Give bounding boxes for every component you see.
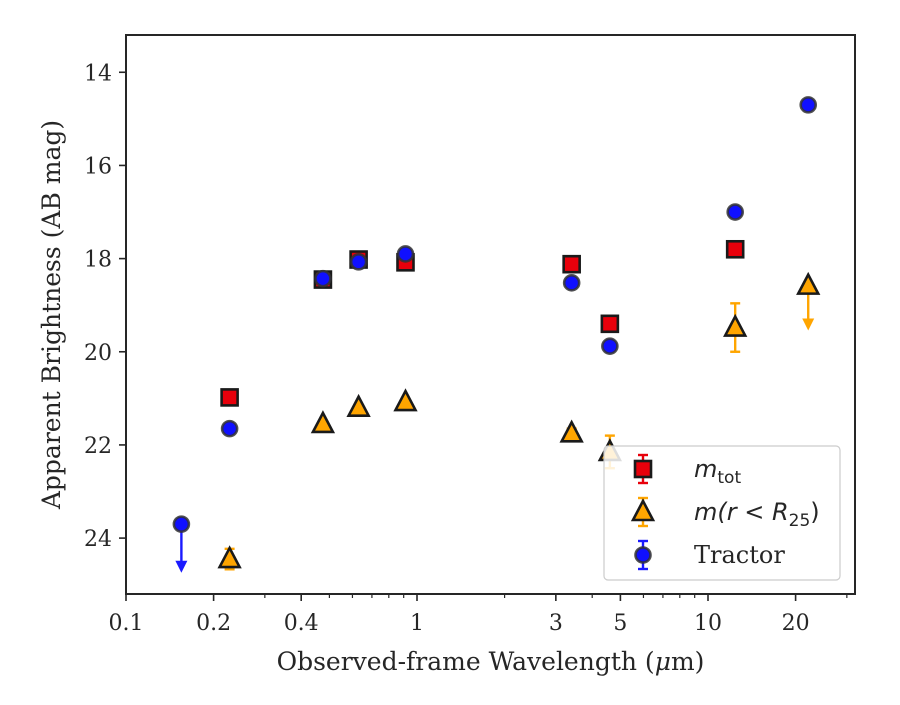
legend-item-mr25: m(r < R25): [630, 496, 820, 531]
legend-label-close: ): [810, 498, 819, 526]
mr25-point: [346, 393, 371, 417]
x-axis-title-text: Observed-frame Wavelength (: [277, 647, 655, 676]
legend-item-tractor: Tractor: [634, 539, 785, 571]
tractor-point: [220, 419, 239, 438]
tractor-point: [726, 203, 744, 221]
mtot-point: [725, 239, 745, 259]
x-tick-label: 0.4: [284, 611, 319, 636]
y-tick-label: 20: [84, 341, 112, 366]
legend-label-mr25: m(r < R25): [694, 498, 820, 531]
tractor-point: [601, 337, 619, 355]
legend-label-main: m(r < R: [694, 498, 789, 526]
legend-marker-circle: [634, 546, 652, 564]
legend-items: mtot m(r < R25) Tractor: [630, 453, 820, 571]
legend-item-mtot: mtot: [633, 453, 741, 488]
x-tick-label: 20: [782, 611, 810, 636]
plot-frame: [125, 34, 856, 595]
x-tick-label: 0.2: [196, 611, 231, 636]
legend-label-main: m: [694, 455, 717, 483]
legend-marker-triangle: [630, 498, 656, 522]
x-tick-label: 10: [694, 611, 722, 636]
x-tick-label: 1: [410, 611, 424, 636]
mtot-point: [600, 314, 620, 334]
tractor-point: [349, 253, 368, 271]
mr25-point: [393, 388, 418, 412]
tractor-point: [172, 515, 191, 533]
upper-limit-arrowhead: [802, 318, 815, 331]
x-axis-title: Observed-frame Wavelength (μm): [277, 647, 705, 676]
y-tick-label: 16: [84, 154, 112, 179]
legend: mtot m(r < R25) Tractor: [603, 445, 841, 581]
x-axis-title-unit: m): [671, 647, 704, 676]
x-tick-label: 5: [613, 611, 627, 636]
tractor-point: [314, 269, 332, 288]
x-axis-title-mu: μ: [655, 647, 671, 676]
mtot-point: [220, 388, 239, 407]
legend-label-main: Tractor: [694, 541, 785, 569]
x-tick-label: 0.1: [109, 611, 144, 636]
x-tick-label: 3: [549, 611, 563, 636]
legend-label-tractor: Tractor: [694, 541, 785, 569]
mr25-point: [310, 410, 336, 434]
legend-marker-square: [633, 459, 653, 479]
y-axis-title: Apparent Brightness (AB mag): [37, 120, 66, 510]
upper-limit-arrowhead: [175, 560, 188, 573]
legend-label-subscript: 25: [789, 511, 811, 531]
mr25-point: [559, 419, 584, 443]
mr25-point: [796, 271, 821, 295]
mr25-point: [723, 313, 748, 337]
mr25-point: [217, 545, 242, 569]
tractor-point: [799, 96, 818, 114]
legend-box: [603, 445, 841, 581]
series-tractor: [172, 96, 818, 573]
legend-label-subscript: tot: [717, 468, 741, 488]
y-tick-label: 22: [84, 434, 112, 459]
tractor-point: [396, 245, 415, 263]
data-marks: [172, 96, 821, 573]
tractor-point: [562, 274, 581, 292]
mtot-point: [562, 254, 581, 274]
y-tick-label: 24: [84, 527, 112, 552]
y-axis-ticks: 14 16 18 20 22 24: [84, 61, 126, 552]
legend-label-mtot: mtot: [694, 455, 741, 488]
y-tick-label: 18: [84, 248, 112, 273]
y-tick-label: 14: [84, 61, 112, 86]
